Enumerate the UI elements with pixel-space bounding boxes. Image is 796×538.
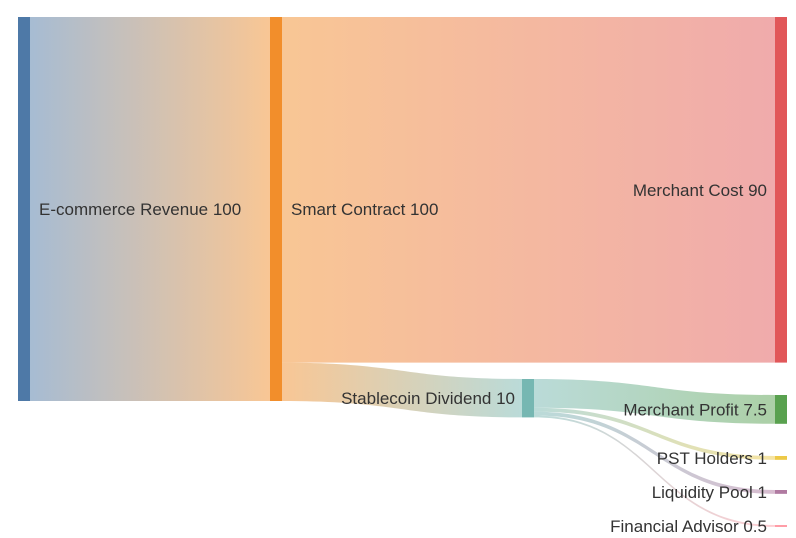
link-smart-contract-to-stablecoin-dividend [282,362,522,418]
link-stablecoin-dividend-to-financial-advisor [534,415,775,527]
node-label-financial-advisor: Financial Advisor 0.5 [610,517,767,536]
node-stablecoin-dividend [522,379,534,418]
node-label-stablecoin-dividend: Stablecoin Dividend 10 [341,389,515,408]
links-layer [30,17,775,527]
node-financial-advisor [775,525,787,527]
node-label-merchant-cost: Merchant Cost 90 [633,181,767,200]
node-merchant-profit [775,395,787,424]
link-smart-contract-to-merchant-cost [282,17,775,363]
node-label-smart-contract: Smart Contract 100 [291,200,438,219]
node-pst-holders [775,456,787,460]
node-merchant-cost [775,17,787,363]
link-stablecoin-dividend-to-liquidity-pool [534,411,775,494]
link-e-commerce-revenue-to-smart-contract [30,17,270,401]
node-label-merchant-profit: Merchant Profit 7.5 [623,400,767,419]
node-label-liquidity-pool: Liquidity Pool 1 [652,483,767,502]
node-smart-contract [270,17,282,401]
node-liquidity-pool [775,490,787,494]
link-stablecoin-dividend-to-merchant-profit [534,379,775,424]
node-label-pst-holders: PST Holders 1 [657,449,767,468]
link-stablecoin-dividend-to-pst-holders [534,407,775,460]
labels-layer: E-commerce Revenue 100 Smart Contract 100… [39,181,767,536]
node-label-e-commerce-revenue: E-commerce Revenue 100 [39,200,241,219]
node-e-commerce-revenue [18,17,30,401]
nodes-layer [18,17,787,527]
